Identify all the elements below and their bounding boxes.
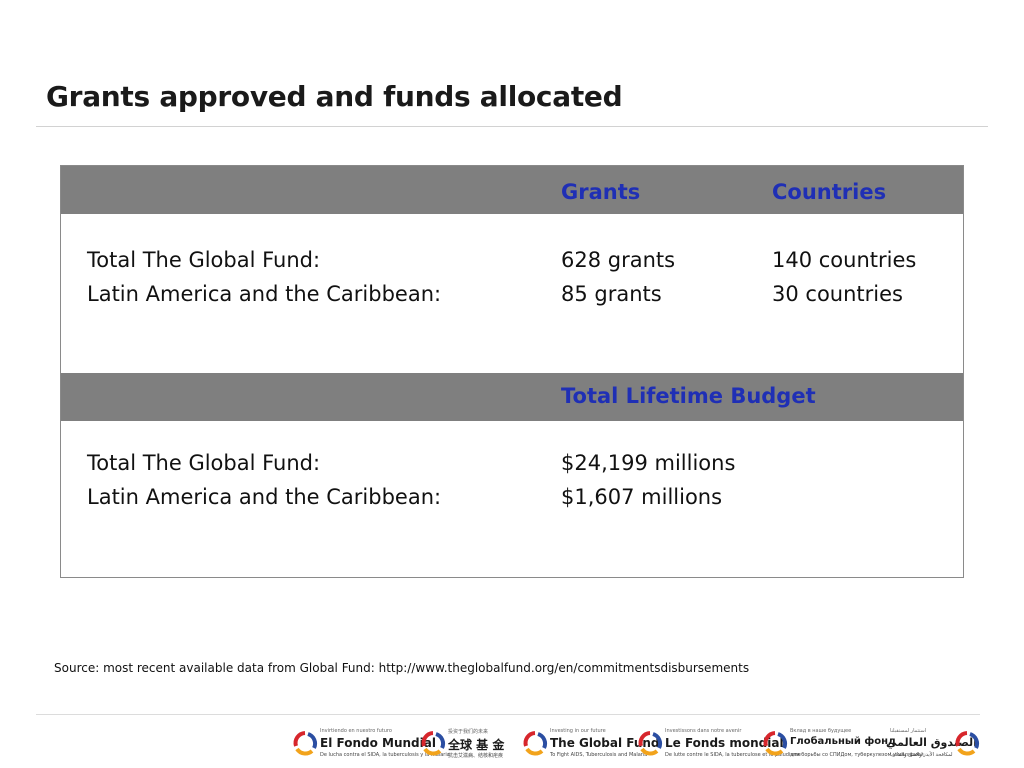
header-total-lifetime-budget: Total Lifetime Budget [561, 384, 816, 408]
logo-tagline: Investing in our future [550, 728, 606, 734]
logo-arabic: استثمار لمستقبلنا الصندوق العالمي لمكافح… [886, 726, 982, 762]
logo-subtitle: 抗击艾滋病、结核和疟疾 [448, 753, 504, 759]
budget-value-lac: $1,607 millions [561, 485, 723, 509]
header-countries: Countries [772, 180, 887, 204]
source-note: Source: most recent available data from … [54, 661, 750, 675]
logo-tagline: استثمار لمستقبلنا [890, 728, 927, 734]
logo-name: El Fondo Mundial [320, 736, 436, 750]
logo-tagline: 投资于我们的未来 [448, 729, 489, 735]
row-label-total: Total The Global Fund: [87, 248, 321, 272]
logo-tagline: Investissons dans notre avenir [665, 728, 742, 734]
logo-name: Глобальный фонд [790, 736, 897, 747]
footer-divider [36, 714, 980, 715]
global-fund-swirl-icon [421, 731, 446, 756]
row-countries-total: 140 countries [772, 248, 917, 272]
logo-the-global-fund: Investing in our future The Global Fund … [522, 726, 660, 762]
logo-name: The Global Fund [550, 736, 660, 750]
logo-name: 全球 基 金 [448, 738, 505, 752]
footer-logo-strip: Invirtiendo en nuestro futuro El Fondo M… [292, 726, 982, 762]
row-grants-lac: 85 grants [561, 282, 662, 306]
global-fund-swirl-icon [293, 731, 318, 756]
logo-name: الصندوق العالمي [886, 736, 977, 749]
logo-le-fonds-mondial: Investissons dans notre avenir Le Fonds … [637, 726, 801, 762]
logo-subtitle: De lucha contra el SIDA, la tuberculosis… [320, 752, 450, 758]
budget-value-total: $24,199 millions [561, 451, 736, 475]
row-label-lac: Latin America and the Caribbean: [87, 282, 442, 306]
global-fund-swirl-icon [763, 731, 788, 756]
logo-tagline: Invirtiendo en nuestro futuro [320, 728, 392, 734]
logo-russian: Вклад в наше будущее Глобальный фонд для… [762, 726, 924, 762]
global-fund-swirl-icon [523, 731, 548, 756]
logo-subtitle: To Fight AIDS, Tuberculosis and Malaria [550, 752, 648, 758]
header-grants: Grants [561, 180, 641, 204]
slide-title: Grants approved and funds allocated [46, 80, 623, 113]
logo-subtitle: لمكافحة الأيدز والسل والملاريا [890, 752, 953, 758]
logo-el-fondo-mundial: Invirtiendo en nuestro futuro El Fondo M… [292, 726, 450, 762]
row-countries-lac: 30 countries [772, 282, 903, 306]
logo-name: Le Fonds mondial [665, 736, 784, 750]
row-grants-total: 628 grants [561, 248, 676, 272]
table-header-band-budget: Total Lifetime Budget [61, 373, 963, 421]
logo-subtitle: для борьбы со СПИДом, туберкулезом и мал… [790, 752, 924, 758]
title-divider [36, 126, 988, 127]
table-header-band-grants: Grants Countries [61, 166, 963, 214]
budget-label-total: Total The Global Fund: [87, 451, 321, 475]
logo-chinese: 投资于我们的未来 全球 基 金 抗击艾滋病、结核和疟疾 [420, 726, 520, 762]
logo-tagline: Вклад в наше будущее [790, 728, 852, 734]
global-fund-swirl-icon [638, 731, 663, 756]
budget-label-lac: Latin America and the Caribbean: [87, 485, 442, 509]
data-table: Grants Countries Total The Global Fund: … [60, 165, 964, 578]
global-fund-swirl-icon [955, 731, 980, 756]
logo-subtitle: De lutte contre le SIDA, la tuberculose … [665, 752, 801, 758]
